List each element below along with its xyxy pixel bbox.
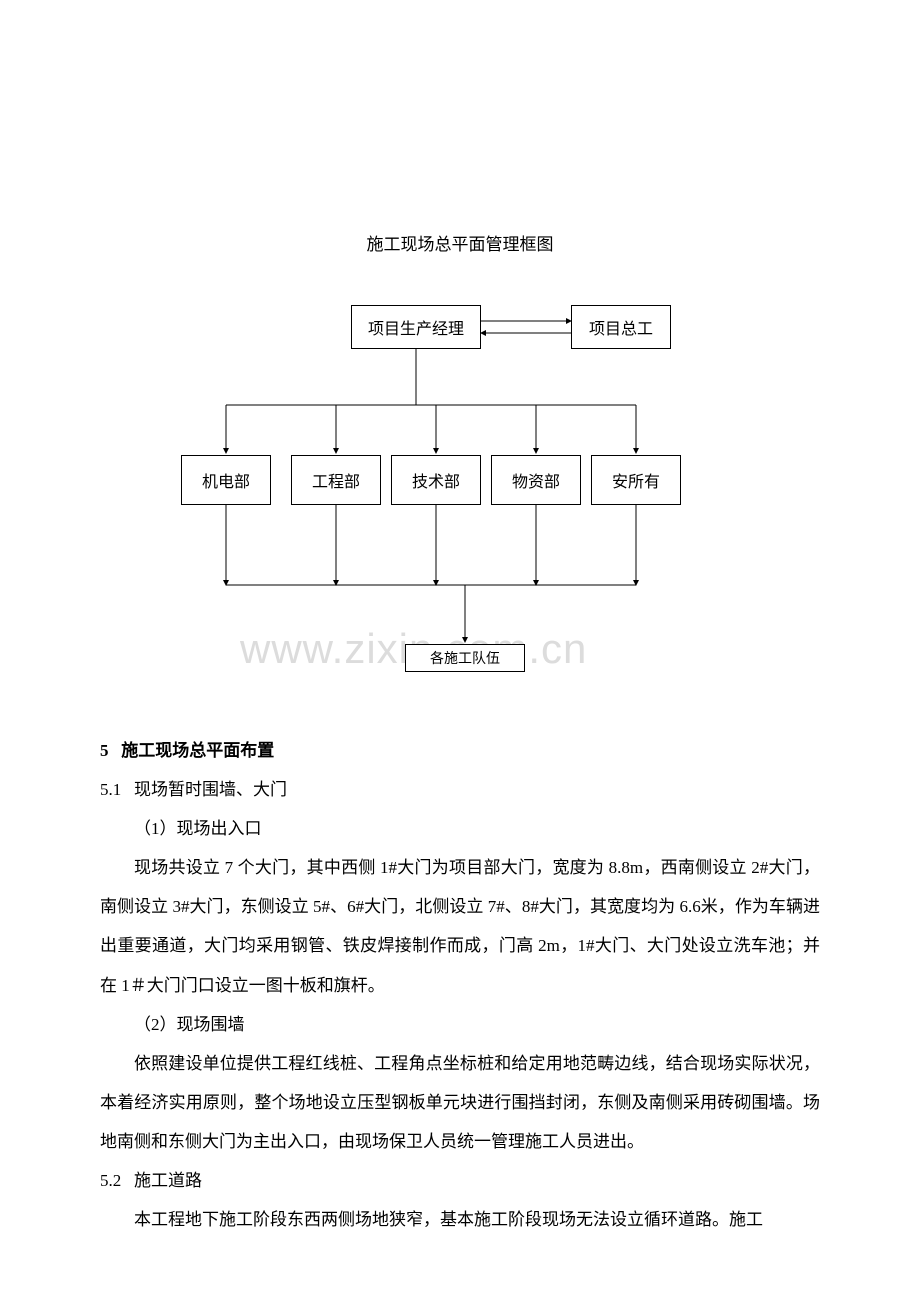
subsection-title: 现场暂时围墙、大门 (134, 780, 287, 799)
subsection-number: 5.1 (100, 780, 121, 799)
node-label: 安所有 (612, 468, 660, 492)
node-label: 工程部 (312, 468, 360, 492)
section-number: 5 (100, 741, 109, 760)
paragraph-head-1: （1）现场出入口 (100, 809, 820, 848)
node-label: 物资部 (512, 468, 560, 492)
org-diagram: www.zixin.com.cn (100, 295, 820, 725)
node-dept-5: 安所有 (591, 455, 681, 505)
node-teams: 各施工队伍 (405, 644, 525, 672)
node-label: 机电部 (202, 468, 250, 492)
document-page: 施工现场总平面管理框图 www.zixin.com.cn (0, 0, 920, 1299)
paragraph-1: 现场共设立 7 个大门，其中西侧 1#大门为项目部大门，宽度为 8.8m，西南侧… (100, 848, 820, 1004)
section-title: 施工现场总平面布置 (121, 741, 274, 760)
node-label: 技术部 (412, 468, 460, 492)
paragraph-head-2: （2）现场围墙 (100, 1005, 820, 1044)
node-label: 项目总工 (589, 315, 653, 339)
node-chief-engineer: 项目总工 (571, 305, 671, 349)
node-label: 各施工队伍 (430, 648, 500, 668)
node-prod-manager: 项目生产经理 (351, 305, 481, 349)
subsection-number: 5.2 (100, 1171, 121, 1190)
paragraph-3: 本工程地下施工阶段东西两侧场地狭窄，基本施工阶段现场无法设立循环道路。施工 (100, 1200, 820, 1239)
subsection-heading: 5.1 现场暂时围墙、大门 (100, 770, 820, 809)
node-dept-3: 技术部 (391, 455, 481, 505)
subsection-title: 施工道路 (134, 1171, 202, 1190)
section-heading: 5 施工现场总平面布置 (100, 731, 820, 770)
document-body: 5 施工现场总平面布置 5.1 现场暂时围墙、大门 （1）现场出入口 现场共设立… (100, 731, 820, 1239)
subsection-heading-2: 5.2 施工道路 (100, 1161, 820, 1200)
paragraph-2: 依照建设单位提供工程红线桩、工程角点坐标桩和给定用地范畴边线，结合现场实际状况，… (100, 1044, 820, 1161)
node-dept-1: 机电部 (181, 455, 271, 505)
diagram-title: 施工现场总平面管理框图 (100, 230, 820, 255)
node-label: 项目生产经理 (368, 315, 464, 339)
node-dept-4: 物资部 (491, 455, 581, 505)
node-dept-2: 工程部 (291, 455, 381, 505)
